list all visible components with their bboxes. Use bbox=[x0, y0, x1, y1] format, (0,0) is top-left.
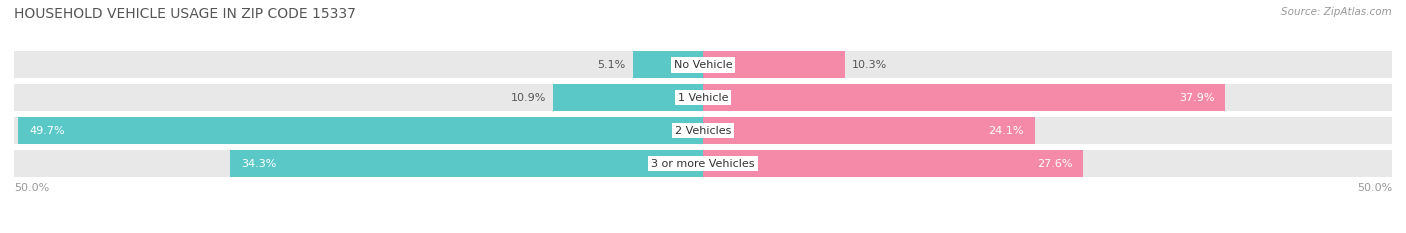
Text: 5.1%: 5.1% bbox=[598, 60, 626, 70]
Bar bbox=[14, 51, 703, 78]
Text: 27.6%: 27.6% bbox=[1036, 159, 1073, 169]
Text: 50.0%: 50.0% bbox=[14, 183, 49, 193]
Bar bbox=[703, 150, 1083, 177]
Bar bbox=[633, 51, 703, 78]
Text: HOUSEHOLD VEHICLE USAGE IN ZIP CODE 15337: HOUSEHOLD VEHICLE USAGE IN ZIP CODE 1533… bbox=[14, 7, 356, 21]
Bar bbox=[14, 117, 703, 144]
Text: No Vehicle: No Vehicle bbox=[673, 60, 733, 70]
Text: 3 or more Vehicles: 3 or more Vehicles bbox=[651, 159, 755, 169]
Bar bbox=[703, 51, 1392, 78]
Bar bbox=[231, 150, 703, 177]
Text: 1 Vehicle: 1 Vehicle bbox=[678, 93, 728, 103]
Bar bbox=[703, 150, 1392, 177]
Bar bbox=[553, 84, 703, 111]
Text: 2 Vehicles: 2 Vehicles bbox=[675, 126, 731, 136]
Text: 34.3%: 34.3% bbox=[242, 159, 277, 169]
Bar bbox=[703, 117, 1035, 144]
Text: 50.0%: 50.0% bbox=[1357, 183, 1392, 193]
Text: 49.7%: 49.7% bbox=[30, 126, 65, 136]
Bar bbox=[703, 84, 1392, 111]
Bar bbox=[703, 84, 1225, 111]
Text: 10.9%: 10.9% bbox=[510, 93, 546, 103]
Bar bbox=[703, 117, 1392, 144]
Bar bbox=[18, 117, 703, 144]
Text: Source: ZipAtlas.com: Source: ZipAtlas.com bbox=[1281, 7, 1392, 17]
Text: 37.9%: 37.9% bbox=[1178, 93, 1215, 103]
Text: 24.1%: 24.1% bbox=[988, 126, 1024, 136]
Text: 10.3%: 10.3% bbox=[852, 60, 887, 70]
Bar bbox=[703, 51, 845, 78]
Bar bbox=[14, 84, 703, 111]
Bar bbox=[14, 150, 703, 177]
